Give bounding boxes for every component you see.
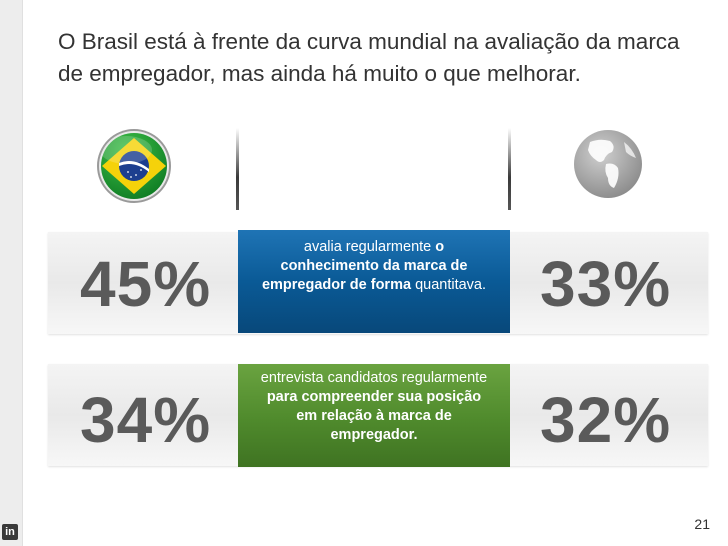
world-value: 33% (540, 248, 672, 320)
brazil-value: 45% (80, 248, 212, 320)
metric-text-tail: quantitava. (411, 277, 487, 293)
side-bar: in (0, 0, 23, 546)
page-number: 21 (694, 516, 710, 532)
divider-left (236, 128, 239, 210)
slide-title: O Brasil está à frente da curva mundial … (58, 29, 680, 86)
globe-icon (574, 130, 642, 198)
metric-text-bold: o conhecimento da marca de empregador de… (261, 239, 468, 293)
metric-text: entrevista candidatos regularmente (260, 370, 488, 386)
brazil-flag-icon (97, 129, 171, 203)
metric-description: entrevista candidatos regularmente para … (238, 364, 510, 467)
world-value: 32% (540, 384, 672, 456)
metric-text: avalia regularmente (303, 239, 436, 255)
linkedin-icon[interactable]: in (2, 524, 18, 540)
divider-right (508, 128, 511, 210)
brazil-value: 34% (80, 384, 212, 456)
metric-description: avalia regularmente o conhecimento da ma… (238, 230, 510, 333)
metric-text-bold: para compreender sua posição em relação … (266, 389, 482, 443)
